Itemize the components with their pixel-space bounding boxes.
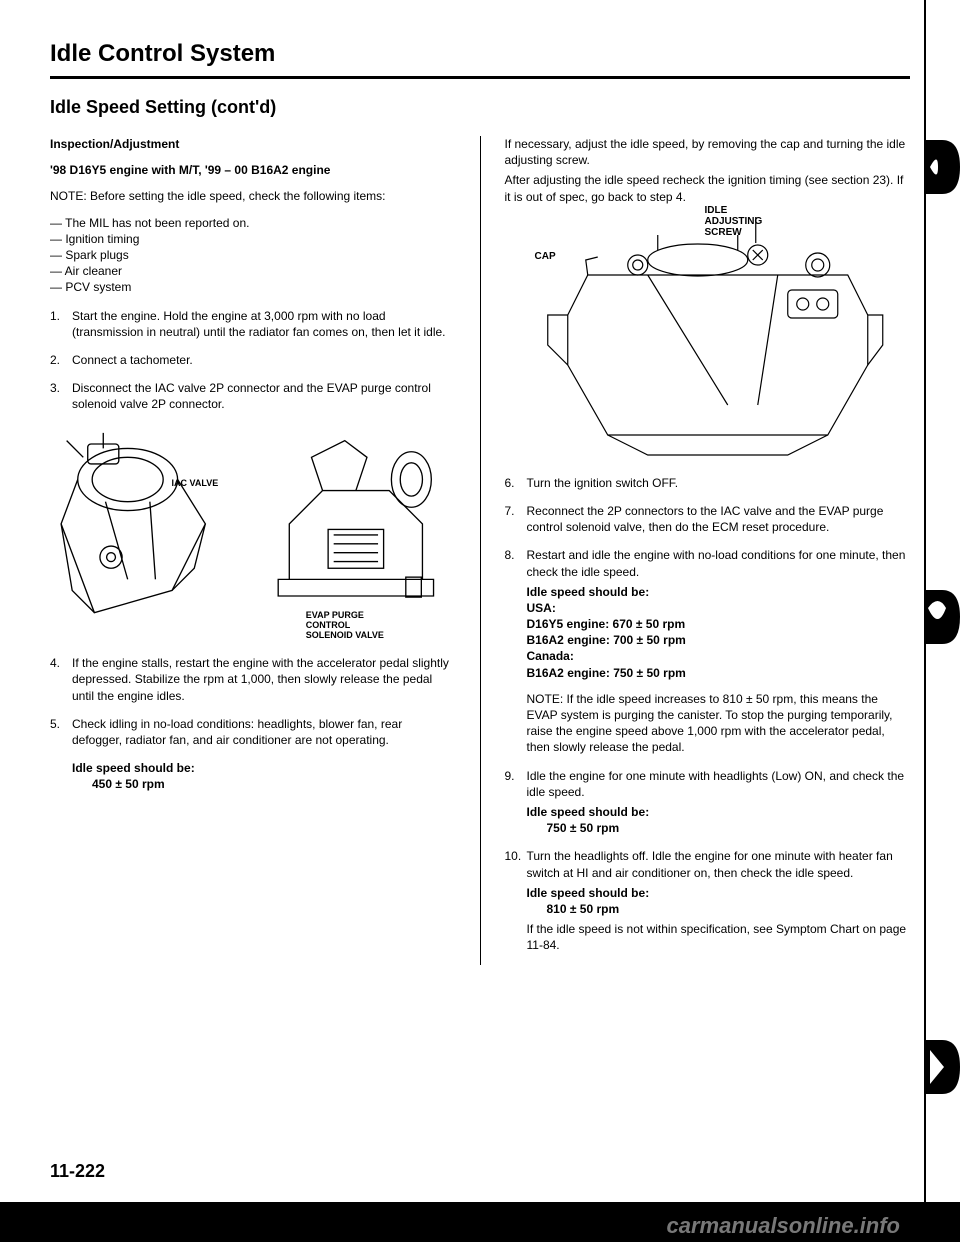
spec-value: B16A2 engine: 750 ± 50 rpm	[527, 665, 911, 681]
inspection-head: Inspection/Adjustment	[50, 136, 456, 152]
spec-head: Idle speed should be:	[527, 885, 911, 901]
left-column: Inspection/Adjustment '98 D16Y5 engine w…	[50, 136, 456, 965]
step-text: Turn the ignition switch OFF.	[527, 475, 911, 491]
step-10: 10. Turn the headlights off. Idle the en…	[505, 848, 911, 953]
list-item: Ignition timing	[50, 231, 456, 247]
step-number: 1.	[50, 308, 72, 340]
step-7: 7. Reconnect the 2P connectors to the IA…	[505, 503, 911, 535]
tab-icon	[924, 590, 960, 644]
step-number: 3.	[50, 380, 72, 412]
title-rule	[50, 76, 910, 79]
spec-value: 750 ± 50 rpm	[547, 820, 911, 836]
step-text: Reconnect the 2P connectors to the IAC v…	[527, 503, 911, 535]
step-3: 3. Disconnect the IAC valve 2P connector…	[50, 380, 456, 412]
step-text: If the engine stalls, restart the engine…	[72, 655, 456, 704]
screw-label: SCREW	[705, 227, 763, 238]
iac-valve-icon	[50, 424, 250, 635]
step10-tail: If the idle speed is not within specific…	[527, 921, 911, 953]
step-text: Connect a tachometer.	[72, 352, 456, 368]
list-item: The MIL has not been reported on.	[50, 215, 456, 231]
spec-value: 450 ± 50 rpm	[92, 776, 456, 792]
list-item: Spark plugs	[50, 247, 456, 263]
spec-usa: USA:	[527, 600, 911, 616]
right-column: If necessary, adjust the idle speed, by …	[505, 136, 911, 965]
screw-label: ADJUSTING	[705, 216, 763, 227]
spec-head: Idle speed should be:	[72, 760, 456, 776]
step-number: 4.	[50, 655, 72, 704]
step-8: 8. Restart and idle the engine with no-l…	[505, 547, 911, 755]
step-text: Idle the engine for one minute with head…	[527, 768, 911, 837]
step-4: 4. If the engine stalls, restart the eng…	[50, 655, 456, 704]
watermark-text: carmanualsonline.info	[667, 1213, 901, 1239]
list-item: PCV system	[50, 279, 456, 295]
step-number: 7.	[505, 503, 527, 535]
right-intro2: After adjusting the idle speed recheck t…	[505, 172, 911, 204]
page-number: 11-222	[50, 1161, 105, 1182]
tab-icon	[924, 140, 960, 194]
step-number: 2.	[50, 352, 72, 368]
spec-value: 810 ± 50 rpm	[547, 901, 911, 917]
step-number: 8.	[505, 547, 527, 755]
idle-screw-diagram: IDLE ADJUSTING SCREW CAP	[505, 205, 911, 465]
spec-head: Idle speed should be:	[527, 804, 911, 820]
step-9: 9. Idle the engine for one minute with h…	[505, 768, 911, 837]
tab-icon	[924, 1040, 960, 1094]
screw-label: IDLE	[705, 205, 763, 216]
step8-note: NOTE: If the idle speed increases to 810…	[527, 691, 911, 756]
step5-spec: Idle speed should be: 450 ± 50 rpm	[72, 760, 456, 792]
engine-spec-line: '98 D16Y5 engine with M/T, '99 – 00 B16A…	[50, 162, 456, 178]
step-text: Restart and idle the engine with no-load…	[527, 547, 911, 755]
step-6: 6. Turn the ignition switch OFF.	[505, 475, 911, 491]
step-number: 10.	[505, 848, 527, 953]
cap-label: CAP	[535, 251, 556, 262]
spec-value: B16A2 engine: 700 ± 50 rpm	[527, 632, 911, 648]
column-divider	[480, 136, 481, 965]
step-number: 9.	[505, 768, 527, 837]
spec-canada: Canada:	[527, 648, 911, 664]
note-intro: NOTE: Before setting the idle speed, che…	[50, 188, 456, 204]
step-2: 2. Connect a tachometer.	[50, 352, 456, 368]
step-text: Disconnect the IAC valve 2P connector an…	[72, 380, 456, 412]
step-1: 1. Start the engine. Hold the engine at …	[50, 308, 456, 340]
section-title: Idle Speed Setting (cont'd)	[50, 97, 910, 118]
iac-evap-diagram: IAC VALVE	[50, 424, 456, 641]
precheck-list: The MIL has not been reported on. Igniti…	[50, 215, 456, 296]
right-intro: If necessary, adjust the idle speed, by …	[505, 136, 911, 168]
list-item: Air cleaner	[50, 263, 456, 279]
page-title: Idle Control System	[50, 40, 910, 68]
step-number: 6.	[505, 475, 527, 491]
spec-head: Idle speed should be:	[527, 584, 911, 600]
step-number: 5.	[50, 716, 72, 748]
step-text: Check idling in no-load conditions: head…	[72, 716, 456, 748]
step-text: Turn the headlights off. Idle the engine…	[527, 848, 911, 953]
evap-solenoid-icon	[256, 424, 456, 635]
step-text: Start the engine. Hold the engine at 3,0…	[72, 308, 456, 340]
spec-value: D16Y5 engine: 670 ± 50 rpm	[527, 616, 911, 632]
side-tabs	[924, 0, 960, 1202]
step-5: 5. Check idling in no-load conditions: h…	[50, 716, 456, 748]
throttle-body-icon	[505, 205, 911, 465]
